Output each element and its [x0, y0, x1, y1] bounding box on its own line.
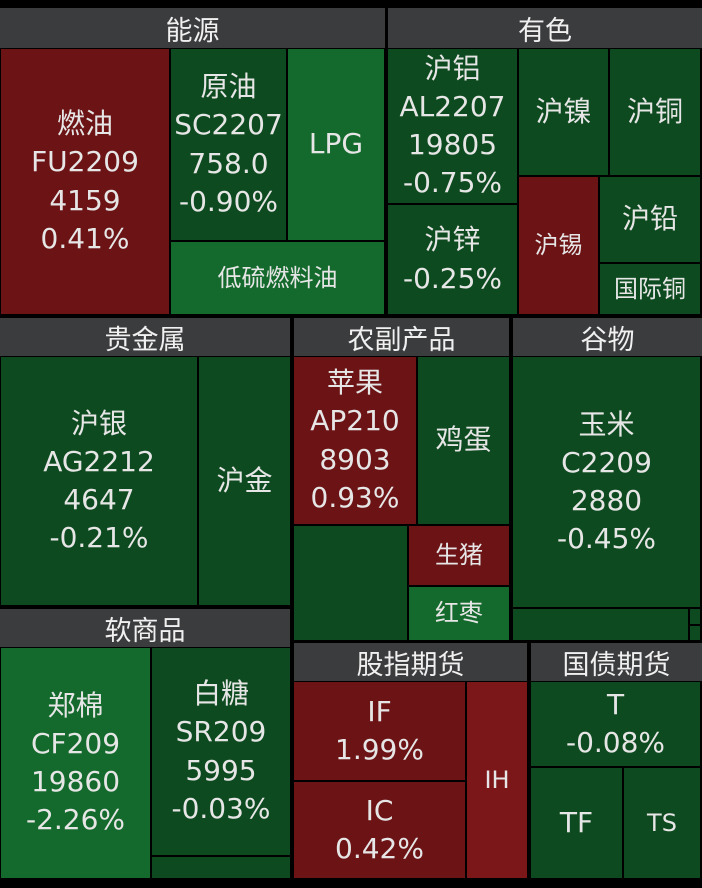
tile[interactable]: T -0.08% — [531, 682, 700, 766]
section-header: 股指期货 — [294, 643, 527, 681]
tile-text: 0.93% — [310, 480, 400, 514]
empty-tile — [294, 526, 407, 640]
tile[interactable]: 国际铜 — [600, 264, 700, 314]
tile-text: C2209 — [561, 445, 652, 479]
tile-text: AP210 — [310, 404, 400, 438]
tile-text: 沪金 — [216, 463, 273, 497]
tile-text: 沪银 — [70, 406, 127, 440]
tile[interactable]: 沪银 AG2212 4647 -0.21% — [1, 357, 197, 605]
tile[interactable]: TS — [624, 768, 700, 878]
tile[interactable]: 原油 SC2207 758.0 -0.90% — [171, 49, 286, 240]
tile-text: 2880 — [570, 484, 643, 517]
section-header: 软商品 — [0, 609, 290, 647]
tile[interactable]: 白糖 SR209 5995 -0.03% — [152, 648, 290, 855]
tile[interactable]: 沪铅 — [600, 177, 700, 262]
section-header: 贵金属 — [0, 318, 290, 356]
tile-text: IC — [365, 793, 394, 827]
tile-text: 低硫燃料油 — [217, 263, 338, 292]
tile[interactable]: 鸡蛋 — [418, 357, 509, 524]
tile-text: -0.25% — [402, 261, 503, 295]
tile-text: 19805 — [407, 128, 498, 161]
tile-text: -2.26% — [25, 803, 126, 837]
empty-tile — [513, 609, 688, 640]
tile-text: 原油 — [200, 70, 257, 104]
tile[interactable]: 沪锌 -0.25% — [388, 205, 517, 314]
tile-text: 红枣 — [435, 599, 483, 628]
tile-text: IH — [484, 765, 510, 794]
tile-text: SR209 — [175, 715, 267, 749]
tile[interactable]: 沪铜 — [610, 49, 700, 175]
tile-text: T — [606, 687, 625, 721]
tile-text: 国际铜 — [614, 274, 686, 303]
tile-text: 玉米 — [578, 407, 635, 441]
empty-tile — [690, 609, 700, 624]
tile[interactable]: IC 0.42% — [294, 782, 465, 878]
tile-text: 5995 — [185, 753, 257, 787]
tile[interactable]: 沪金 — [199, 357, 290, 605]
tile[interactable]: 郑棉 CF209 19860 -2.26% — [1, 648, 150, 878]
tile-text: 4647 — [63, 483, 135, 516]
tile[interactable]: 低硫燃料油 — [171, 242, 384, 314]
tile-text: -0.21% — [49, 521, 149, 555]
section-header: 农副产品 — [294, 318, 509, 356]
tile-text: 19860 — [30, 765, 121, 798]
tile-text: 沪锡 — [534, 231, 583, 260]
tile-text: SC2207 — [174, 108, 283, 142]
tile-text: 0.42% — [335, 832, 424, 865]
tile[interactable]: 玉米 C2209 2880 -0.45% — [513, 357, 700, 607]
tile-text: AG2212 — [43, 444, 155, 478]
tile-text: CF209 — [30, 726, 121, 760]
tile-text: 苹果 — [326, 366, 383, 400]
tile-text: 白糖 — [192, 677, 249, 711]
tile-text: FU2209 — [31, 145, 139, 179]
tile-text: 8903 — [319, 442, 391, 476]
tile-text: 沪铅 — [621, 202, 678, 236]
tile[interactable]: 沪锡 — [519, 177, 598, 314]
tile[interactable]: 沪镍 — [519, 49, 608, 175]
tile-text: -0.75% — [402, 166, 503, 200]
tile[interactable]: IH — [467, 682, 527, 878]
tile-text: 生猪 — [435, 541, 483, 570]
section-header: 谷物 — [513, 318, 702, 356]
tile-text: -0.03% — [171, 791, 271, 825]
tile[interactable]: 生猪 — [409, 526, 509, 585]
tile-text: 0.41% — [40, 221, 130, 255]
tile-text: AL2207 — [399, 89, 506, 123]
empty-tile — [690, 626, 700, 640]
section-header: 国债期货 — [531, 643, 702, 681]
tile-text: 沪铝 — [424, 51, 481, 85]
empty-tile — [152, 857, 290, 878]
tile-text: 1.99% — [335, 733, 424, 766]
tile[interactable]: 红枣 — [409, 587, 509, 640]
tile-text: -0.45% — [556, 522, 657, 556]
tile-text: 4159 — [49, 183, 121, 217]
tile[interactable]: TF — [531, 768, 622, 878]
tile-text: 郑棉 — [47, 688, 104, 722]
tile-text: 燃油 — [56, 107, 113, 141]
tile-text: TS — [647, 808, 677, 837]
tile-text: -0.90% — [178, 184, 279, 218]
tile-text: 沪镍 — [535, 94, 592, 128]
tile-text: 沪铜 — [626, 94, 683, 128]
tile[interactable]: IF 1.99% — [294, 682, 465, 780]
tile[interactable]: 沪铝 AL2207 19805 -0.75% — [388, 49, 517, 203]
tile-text: IF — [367, 694, 392, 728]
tile-text: 鸡蛋 — [435, 423, 492, 457]
tile[interactable]: 苹果 AP210 8903 0.93% — [294, 357, 416, 524]
tile[interactable]: 燃油 FU2209 4159 0.41% — [1, 49, 169, 314]
tile-text: -0.08% — [565, 726, 666, 759]
tile-text: TF — [559, 805, 594, 839]
tile-text: LPG — [308, 127, 364, 161]
tile[interactable]: LPG — [288, 49, 384, 240]
tile-text: 758.0 — [188, 146, 269, 180]
section-header: 有色 — [388, 8, 702, 48]
tile-text: 沪锌 — [424, 223, 481, 257]
section-header: 能源 — [0, 8, 385, 48]
